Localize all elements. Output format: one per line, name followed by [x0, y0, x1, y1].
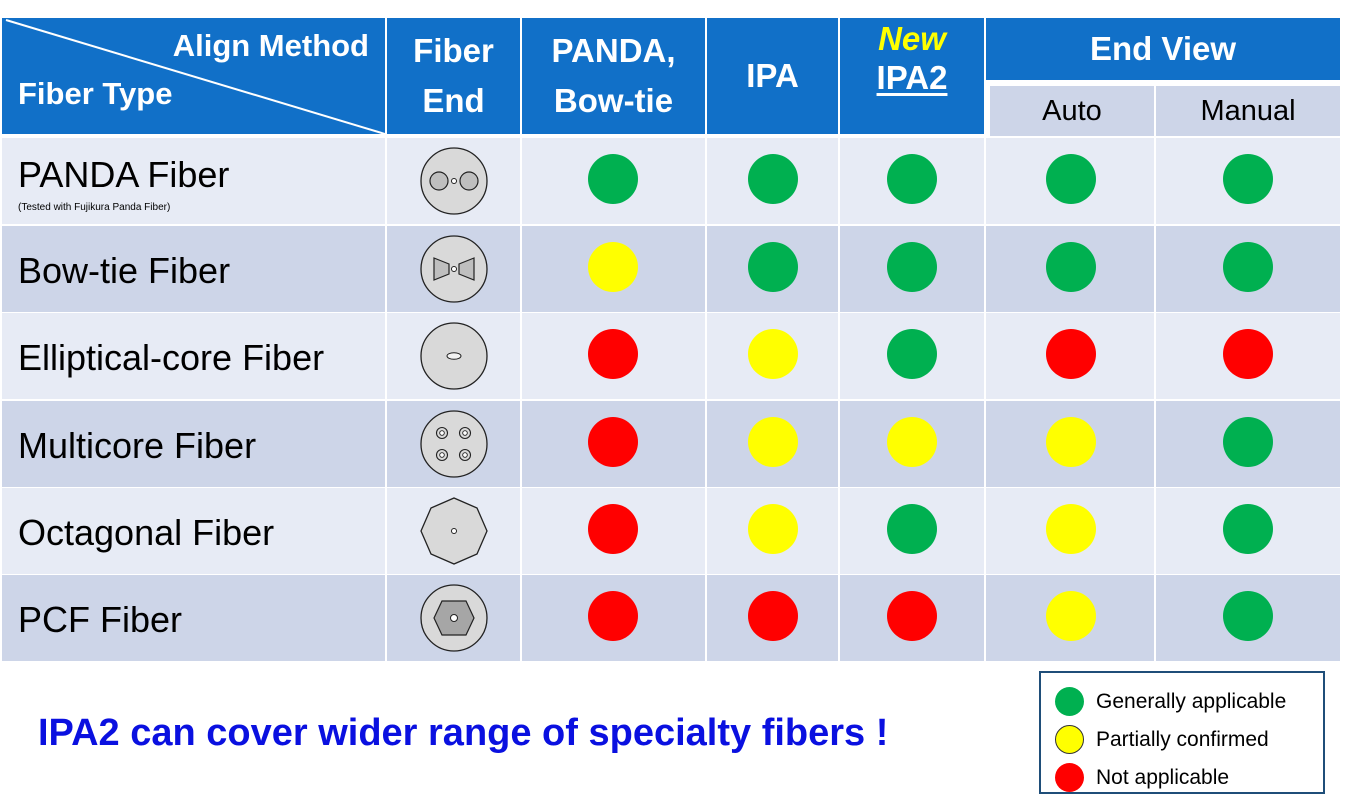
green-status-dot-icon — [748, 154, 798, 204]
header-ipa2: New IPA2 — [840, 18, 984, 134]
legend-label-green: Generally applicable — [1096, 689, 1287, 713]
yellow-status-dot-icon — [588, 242, 638, 292]
red-status-dot-icon — [588, 329, 638, 379]
green-status-dot-icon — [1046, 242, 1096, 292]
legend-label-red: Not applicable — [1096, 765, 1230, 789]
green-status-dot-icon — [887, 242, 937, 292]
green-status-dot-icon — [887, 329, 937, 379]
legend-box: Generally applicable Partially confirmed… — [1039, 671, 1325, 794]
elliptical-core-fiber-end-icon — [419, 322, 488, 390]
header-align-method: Align Method — [172, 28, 369, 63]
green-status-dot-icon — [1223, 154, 1273, 204]
header-end-view-auto: Auto — [990, 86, 1154, 136]
fiber-end-cell — [387, 575, 520, 661]
header-fiber-type: Fiber Type — [18, 76, 173, 111]
legend-item-red: Not applicable — [1055, 763, 1229, 792]
fiber-type-cell: Elliptical-core Fiber — [2, 313, 385, 399]
header-end-view-label: End View — [1089, 30, 1237, 67]
header-panda-line2: Bow-tie — [553, 82, 674, 119]
legend-label-yellow: Partially confirmed — [1096, 727, 1269, 751]
fiber-end-cell — [387, 401, 520, 487]
header-panda-bowtie: PANDA, Bow-tie — [522, 18, 705, 134]
yellow-dot-icon — [1055, 725, 1084, 754]
green-status-dot-icon — [1223, 504, 1273, 554]
red-status-dot-icon — [748, 591, 798, 641]
yellow-status-dot-icon — [1046, 591, 1096, 641]
red-status-dot-icon — [588, 504, 638, 554]
green-dot-icon — [1055, 687, 1084, 716]
header-end-view-manual: Manual — [1156, 86, 1340, 136]
fiber-end-cell — [387, 138, 520, 224]
header-ipa: IPA — [707, 18, 838, 134]
fiber-type-name: PCF Fiber — [18, 599, 183, 640]
green-status-dot-icon — [588, 154, 638, 204]
fiber-type-name: Elliptical-core Fiber — [18, 337, 325, 378]
fiber-type-cell: PCF Fiber — [2, 575, 385, 661]
fiber-type-name: Octagonal Fiber — [18, 512, 275, 553]
green-status-dot-icon — [748, 242, 798, 292]
legend-item-yellow: Partially confirmed — [1055, 725, 1269, 754]
fiber-type-name: Bow-tie Fiber — [18, 250, 231, 291]
green-status-dot-icon — [1046, 154, 1096, 204]
fiber-end-cell — [387, 488, 520, 574]
yellow-status-dot-icon — [887, 417, 937, 467]
fiber-type-cell: Octagonal Fiber — [2, 488, 385, 574]
header-fiber-end-line2: End — [422, 82, 485, 119]
header-fiber-end-line1: Fiber — [413, 32, 494, 69]
green-status-dot-icon — [1223, 591, 1273, 641]
yellow-status-dot-icon — [748, 329, 798, 379]
header-ipa-label: IPA — [746, 57, 799, 94]
green-status-dot-icon — [887, 154, 937, 204]
fiber-type-cell: PANDA Fiber (Tested with Fujikura Panda F… — [2, 138, 385, 224]
bowtie-fiber-end-icon — [419, 235, 488, 303]
yellow-status-dot-icon — [1046, 504, 1096, 554]
red-status-dot-icon — [1223, 329, 1273, 379]
header-panda-line1: PANDA, — [551, 32, 676, 69]
fiber-type-cell: Bow-tie Fiber — [2, 226, 385, 312]
legend-item-green: Generally applicable — [1055, 687, 1286, 716]
pcf-fiber-end-icon — [419, 584, 488, 652]
panda-fiber-end-icon — [419, 147, 488, 215]
fiber-type-note: (Tested with Fujikura Panda Fiber) — [18, 202, 171, 213]
header-corner-cell: Align Method Fiber Type — [2, 18, 385, 134]
green-status-dot-icon — [887, 504, 937, 554]
fiber-type-name: Multicore Fiber — [18, 425, 257, 466]
fiber-type-name: PANDA Fiber — [18, 154, 230, 195]
red-status-dot-icon — [887, 591, 937, 641]
fiber-type-cell: Multicore Fiber — [2, 401, 385, 487]
green-status-dot-icon — [1223, 242, 1273, 292]
red-status-dot-icon — [588, 417, 638, 467]
new-badge: New — [878, 20, 946, 57]
header-end-view: End View — [986, 18, 1340, 80]
fiber-end-cell — [387, 226, 520, 312]
multicore-fiber-end-icon — [419, 410, 488, 478]
yellow-status-dot-icon — [748, 417, 798, 467]
slogan-text: IPA2 can cover wider range of specialty … — [38, 712, 889, 754]
green-status-dot-icon — [1223, 417, 1273, 467]
diagonal-divider-icon — [5, 19, 385, 134]
octagonal-fiber-end-icon — [419, 497, 488, 565]
red-status-dot-icon — [588, 591, 638, 641]
header-ipa2-label: IPA2 — [876, 59, 948, 96]
red-dot-icon — [1055, 763, 1084, 792]
yellow-status-dot-icon — [1046, 417, 1096, 467]
header-fiber-end: Fiber End — [387, 18, 520, 134]
red-status-dot-icon — [1046, 329, 1096, 379]
fiber-end-cell — [387, 313, 520, 399]
yellow-status-dot-icon — [748, 504, 798, 554]
